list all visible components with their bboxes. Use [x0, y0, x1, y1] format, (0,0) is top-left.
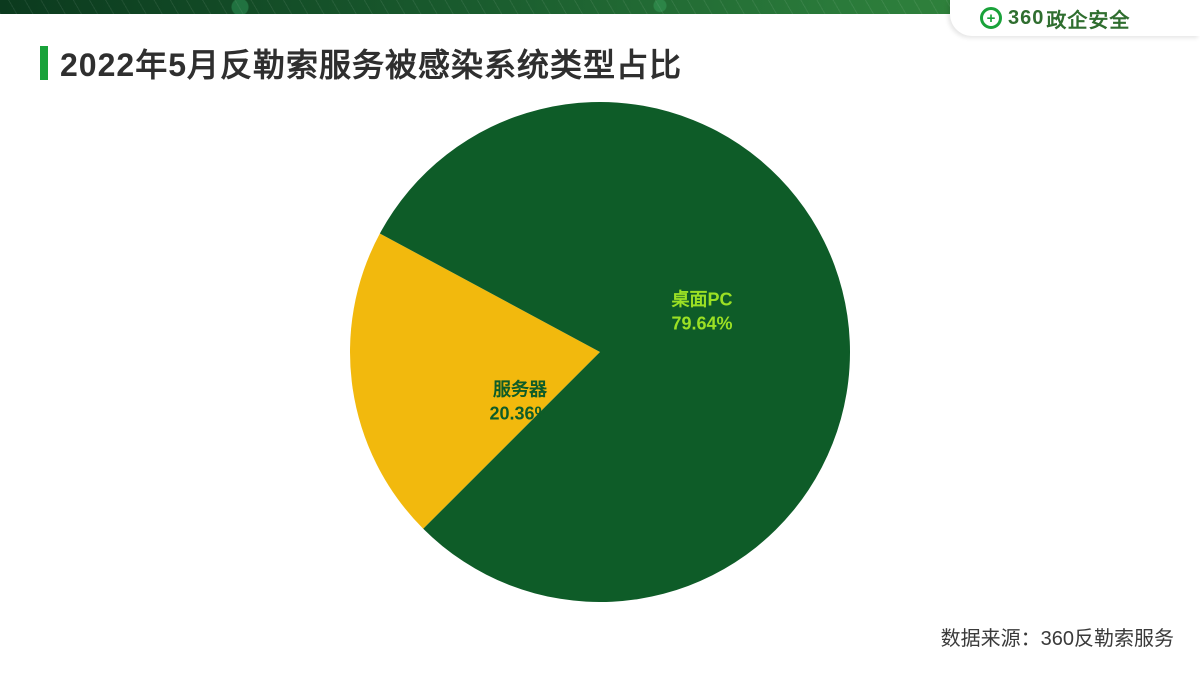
title-row: 2022年5月反勒索服务被感染系统类型占比 [40, 40, 682, 86]
slice-percent: 20.36% [489, 402, 550, 426]
slice-name: 服务器 [489, 378, 550, 402]
title-accent-bar [40, 46, 48, 80]
slice-percent: 79.64% [671, 312, 732, 336]
pie-slice-label: 服务器20.36% [489, 378, 550, 427]
brand-logo-tab: + 360 政企安全 [950, 0, 1200, 36]
pie-svg [350, 102, 850, 602]
pie-slice-label: 桌面PC79.64% [671, 288, 732, 337]
brand-cn: 政企安全 [1046, 4, 1130, 33]
plus-circle-icon: + [980, 7, 1002, 29]
pie-chart: 服务器20.36% 桌面PC79.64% [350, 102, 850, 602]
slice-name: 桌面PC [671, 288, 732, 312]
brand-digits: 360 [1008, 7, 1044, 30]
brand-text: 360 政企安全 [1008, 4, 1130, 33]
data-source: 数据来源：360反勒索服务 [941, 622, 1174, 651]
slide: + 360 政企安全 2022年5月反勒索服务被感染系统类型占比 服务器20.3… [0, 0, 1200, 675]
chart-area: 服务器20.36% 桌面PC79.64% [0, 92, 1200, 612]
page-title: 2022年5月反勒索服务被感染系统类型占比 [60, 40, 682, 86]
